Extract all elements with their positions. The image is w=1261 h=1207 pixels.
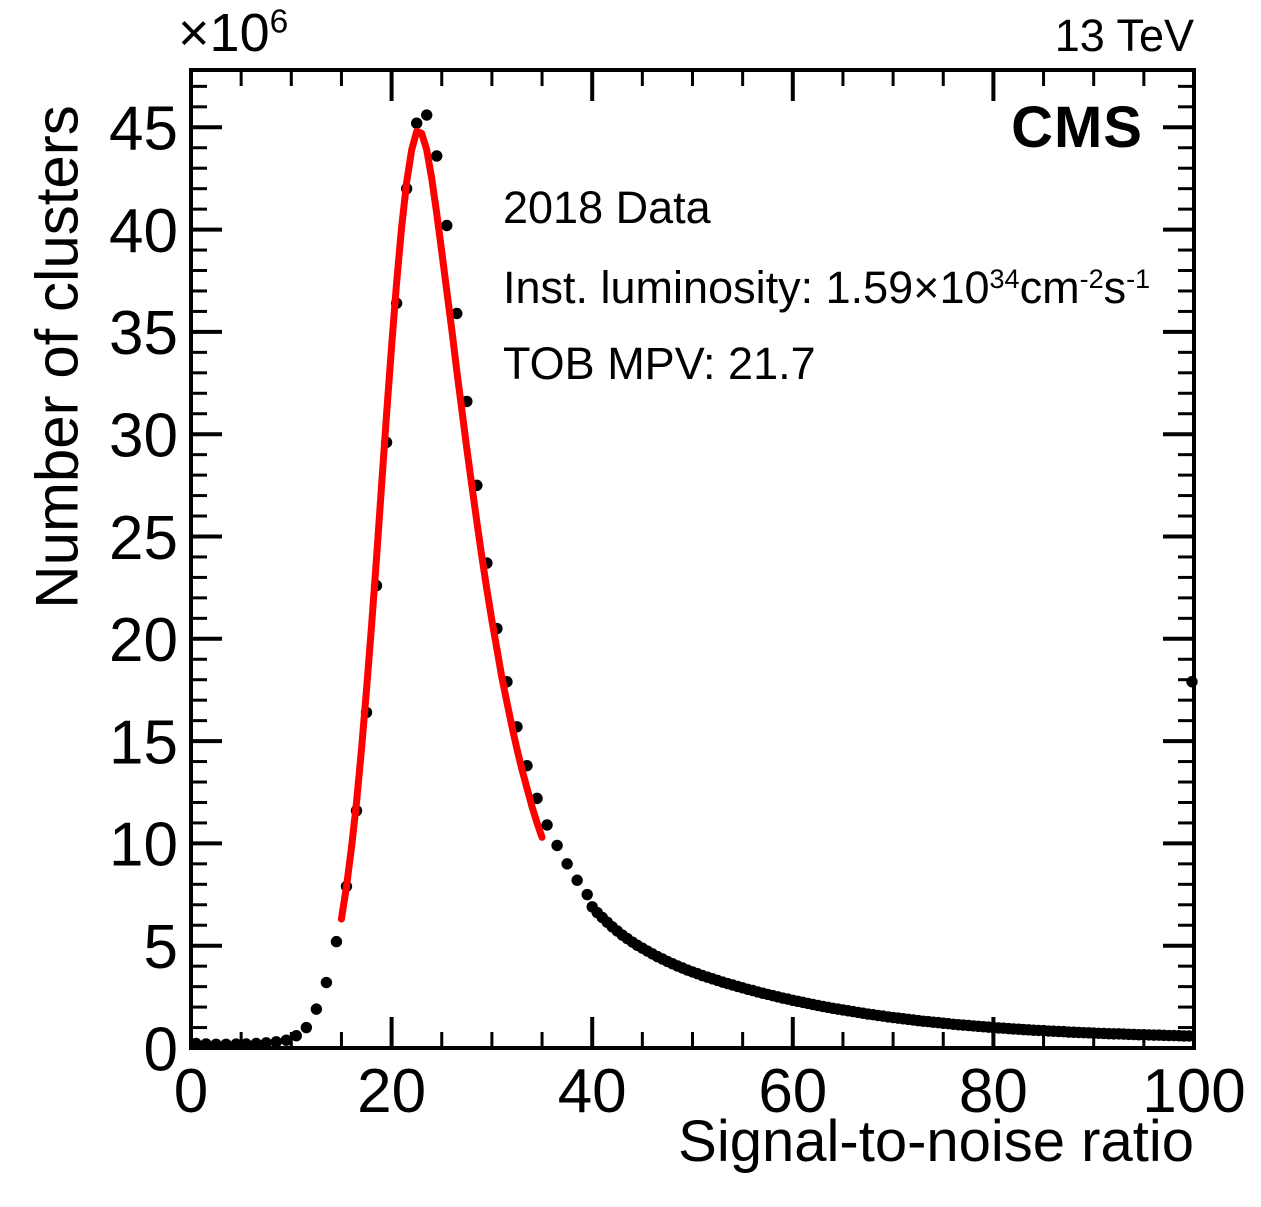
x-tick-label: 20 <box>357 1057 426 1126</box>
superscript-text: -1 <box>1126 264 1151 295</box>
y-tick-label: 5 <box>144 913 178 982</box>
x-tick-label: 80 <box>959 1057 1028 1126</box>
y-tick-label: 35 <box>109 299 178 368</box>
data-point <box>551 839 563 852</box>
y-axis-multiplier: ×106 <box>178 2 288 64</box>
data-point <box>441 219 453 232</box>
energy-label: 13 TeV <box>1054 10 1194 61</box>
data-point <box>230 1038 242 1050</box>
annotation-text: cm <box>1019 262 1080 313</box>
x-tick-label: 100 <box>1142 1057 1245 1126</box>
data-point <box>210 1038 222 1051</box>
annotation-dataset: 2018 Data <box>503 182 711 233</box>
x-axis-title: Signal-to-noise ratio <box>678 1109 1194 1174</box>
superscript-text: -2 <box>1079 264 1104 295</box>
superscript-text: 34 <box>989 264 1020 295</box>
x-tick-label: 0 <box>174 1057 208 1126</box>
data-point <box>250 1037 262 1050</box>
data-point <box>320 976 333 989</box>
data-point <box>260 1037 272 1049</box>
data-point <box>561 858 573 870</box>
data-point <box>330 935 343 948</box>
data-point <box>541 819 553 831</box>
data-point <box>431 150 443 162</box>
data-point <box>1183 1030 1195 1042</box>
data-point <box>410 117 423 129</box>
annotation-mpv: TOB MPV: 21.7 <box>503 338 816 389</box>
y-tick-label: 25 <box>109 504 178 573</box>
experiment-label: CMS <box>1011 95 1143 160</box>
fit-curve <box>337 127 546 923</box>
data-point <box>240 1038 252 1050</box>
data-point <box>1186 676 1198 688</box>
annotation-text: Inst. luminosity: 1.59×10 <box>503 262 990 313</box>
annotation-text: s <box>1103 262 1127 313</box>
annotation-luminosity: Inst. luminosity: 1.59×1034cm-2s-1 <box>503 262 1150 314</box>
data-point <box>190 1037 202 1050</box>
y-axis-title: Number of clusters <box>23 105 91 609</box>
data-point <box>421 109 433 121</box>
data-point <box>581 888 593 901</box>
y-axis-multiplier-base: ×10 <box>178 3 270 63</box>
y-tick-label: 45 <box>109 95 178 164</box>
data-point <box>451 307 463 320</box>
y-tick-label: 30 <box>109 402 178 471</box>
y-tick-label: 15 <box>109 708 178 777</box>
y-tick-label: 10 <box>109 811 178 880</box>
data-point <box>280 1034 292 1046</box>
y-tick-label: 0 <box>144 1015 178 1084</box>
y-tick-label: 20 <box>109 606 178 675</box>
data-point <box>270 1036 282 1048</box>
y-tick-label: 40 <box>109 197 178 266</box>
data-point <box>200 1038 212 1050</box>
data-point <box>290 1030 303 1042</box>
y-axis-multiplier-exponent: 6 <box>269 3 289 41</box>
data-point <box>220 1038 232 1051</box>
data-point <box>571 874 583 886</box>
data-point <box>300 1021 313 1034</box>
x-tick-label: 60 <box>758 1057 827 1126</box>
data-point <box>310 1003 323 1015</box>
x-tick-label: 40 <box>558 1057 627 1126</box>
data-point <box>531 792 543 805</box>
